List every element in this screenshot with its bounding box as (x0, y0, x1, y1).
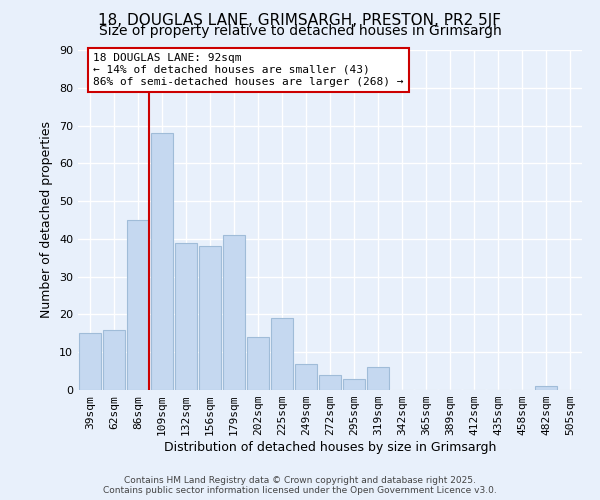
Bar (127, 220, 149, 390)
X-axis label: Distribution of detached houses by size in Grimsargh: Distribution of detached houses by size … (164, 441, 496, 454)
Text: Size of property relative to detached houses in Grimsargh: Size of property relative to detached ho… (98, 24, 502, 38)
Bar (343, 378, 365, 390)
Bar (535, 386, 557, 390)
Bar (367, 368, 389, 390)
Bar (79, 334, 101, 390)
Bar (151, 133, 173, 390)
Text: Contains HM Land Registry data © Crown copyright and database right 2025.
Contai: Contains HM Land Registry data © Crown c… (103, 476, 497, 495)
Bar (175, 242, 197, 390)
Y-axis label: Number of detached properties: Number of detached properties (40, 122, 53, 318)
Text: 18 DOUGLAS LANE: 92sqm
← 14% of detached houses are smaller (43)
86% of semi-det: 18 DOUGLAS LANE: 92sqm ← 14% of detached… (93, 54, 404, 86)
Bar (295, 364, 317, 390)
Bar (199, 246, 221, 390)
Bar (247, 337, 269, 390)
Bar (319, 375, 341, 390)
Bar (103, 330, 125, 390)
Text: 18, DOUGLAS LANE, GRIMSARGH, PRESTON, PR2 5JF: 18, DOUGLAS LANE, GRIMSARGH, PRESTON, PR… (98, 12, 502, 28)
Bar (223, 235, 245, 390)
Bar (271, 318, 293, 390)
